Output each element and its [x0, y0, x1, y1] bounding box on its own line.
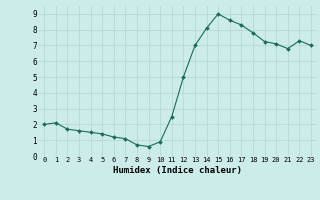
X-axis label: Humidex (Indice chaleur): Humidex (Indice chaleur) — [113, 166, 242, 175]
